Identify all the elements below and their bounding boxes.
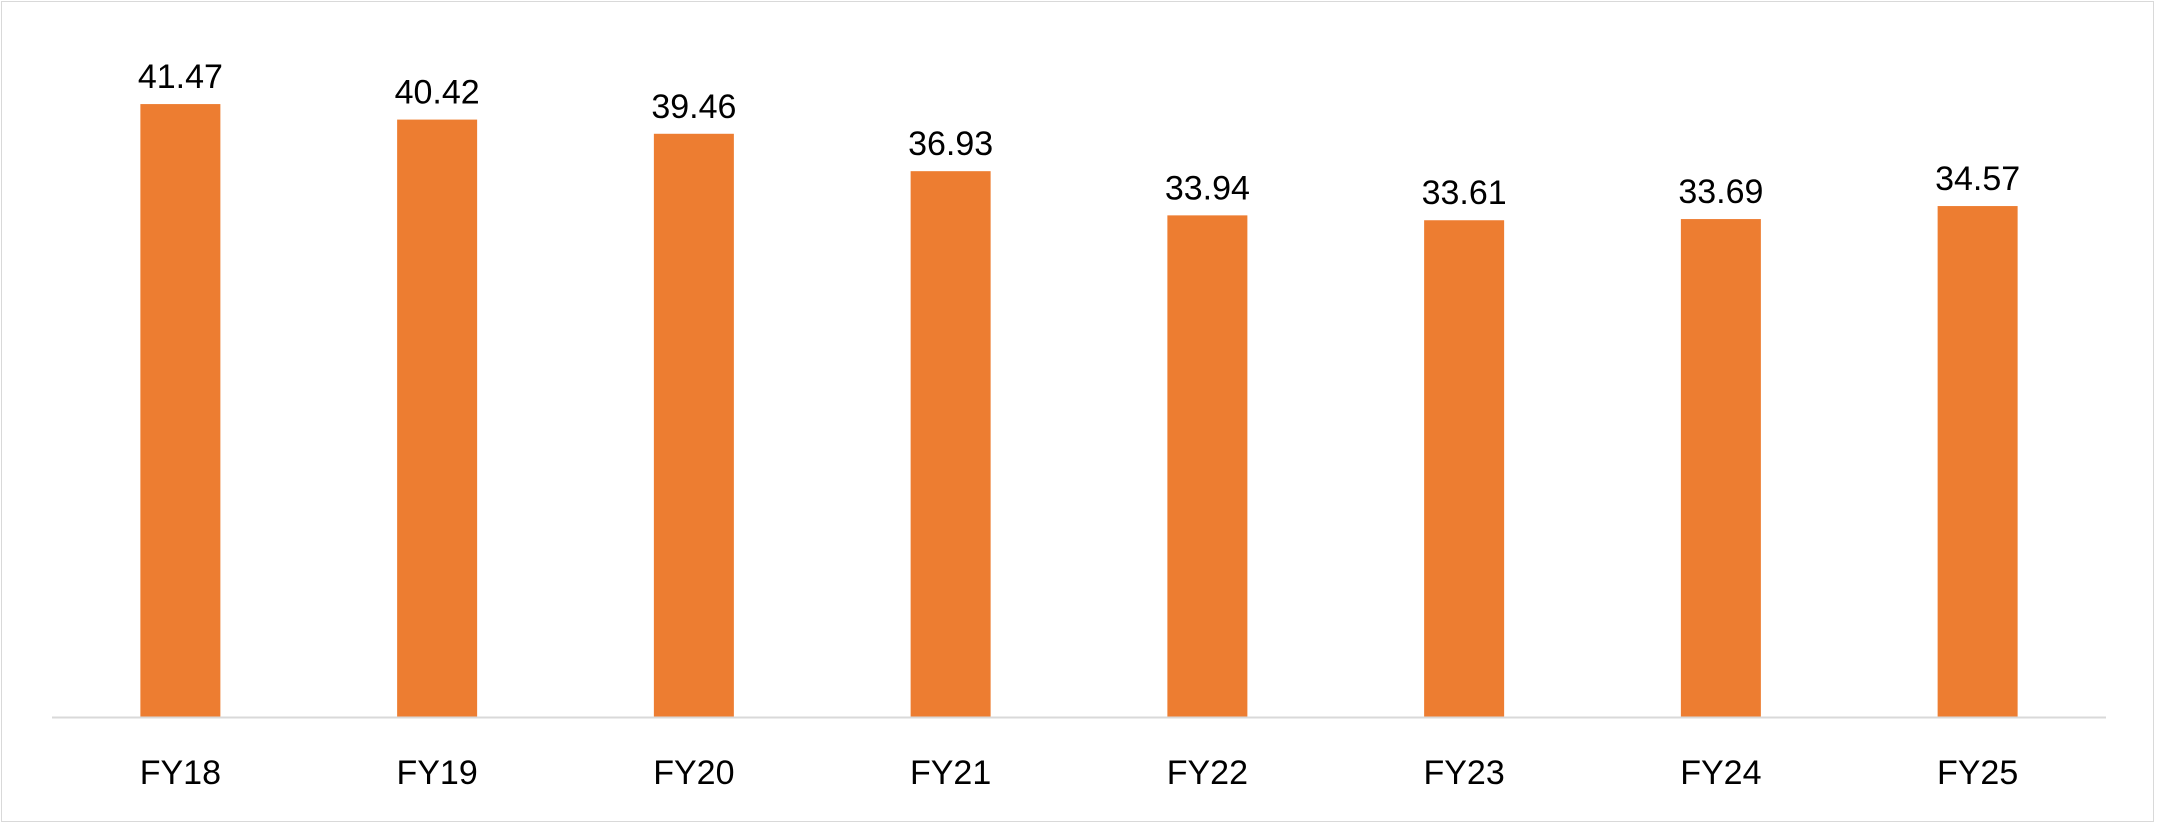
bar-fy25 xyxy=(1937,206,2018,717)
x-tick-label-fy24: FY24 xyxy=(1680,754,1761,792)
data-label-fy18: 41.47 xyxy=(138,58,223,96)
data-label-fy19: 40.42 xyxy=(395,74,480,112)
bar-fy24 xyxy=(1680,219,1761,717)
data-label-fy22: 33.94 xyxy=(1165,169,1250,207)
bar-fy23 xyxy=(1424,220,1505,717)
x-tick-label-fy20: FY20 xyxy=(653,754,734,792)
x-tick-label-fy23: FY23 xyxy=(1423,754,1504,792)
data-label-fy21: 36.93 xyxy=(908,125,993,163)
x-tick-label-fy18: FY18 xyxy=(140,754,221,792)
data-label-fy20: 39.46 xyxy=(651,88,736,126)
x-tick-label-fy19: FY19 xyxy=(396,754,477,792)
bar-fy19 xyxy=(397,119,478,717)
bar-fy18 xyxy=(140,104,221,717)
bar-fy20 xyxy=(653,133,734,718)
x-tick-label-fy25: FY25 xyxy=(1937,754,2018,792)
data-label-fy23: 33.61 xyxy=(1422,174,1507,212)
data-labels-layer: 41.47 40.42 39.46 36.93 33.94 33.61 33.69 34.57 xyxy=(138,58,2020,212)
data-label-fy25: 34.57 xyxy=(1935,160,2020,198)
x-tick-label-fy21: FY21 xyxy=(910,754,991,792)
x-tick-label-fy22: FY22 xyxy=(1167,754,1248,792)
x-tick-labels-layer: FY18 FY19 FY20 FY21 FY22 FY23 FY24 FY25 xyxy=(140,754,2019,792)
bar-fy22 xyxy=(1167,215,1248,717)
bar-fy21 xyxy=(910,171,991,717)
data-label-fy24: 33.69 xyxy=(1678,173,1763,211)
bars-layer xyxy=(140,104,2018,718)
